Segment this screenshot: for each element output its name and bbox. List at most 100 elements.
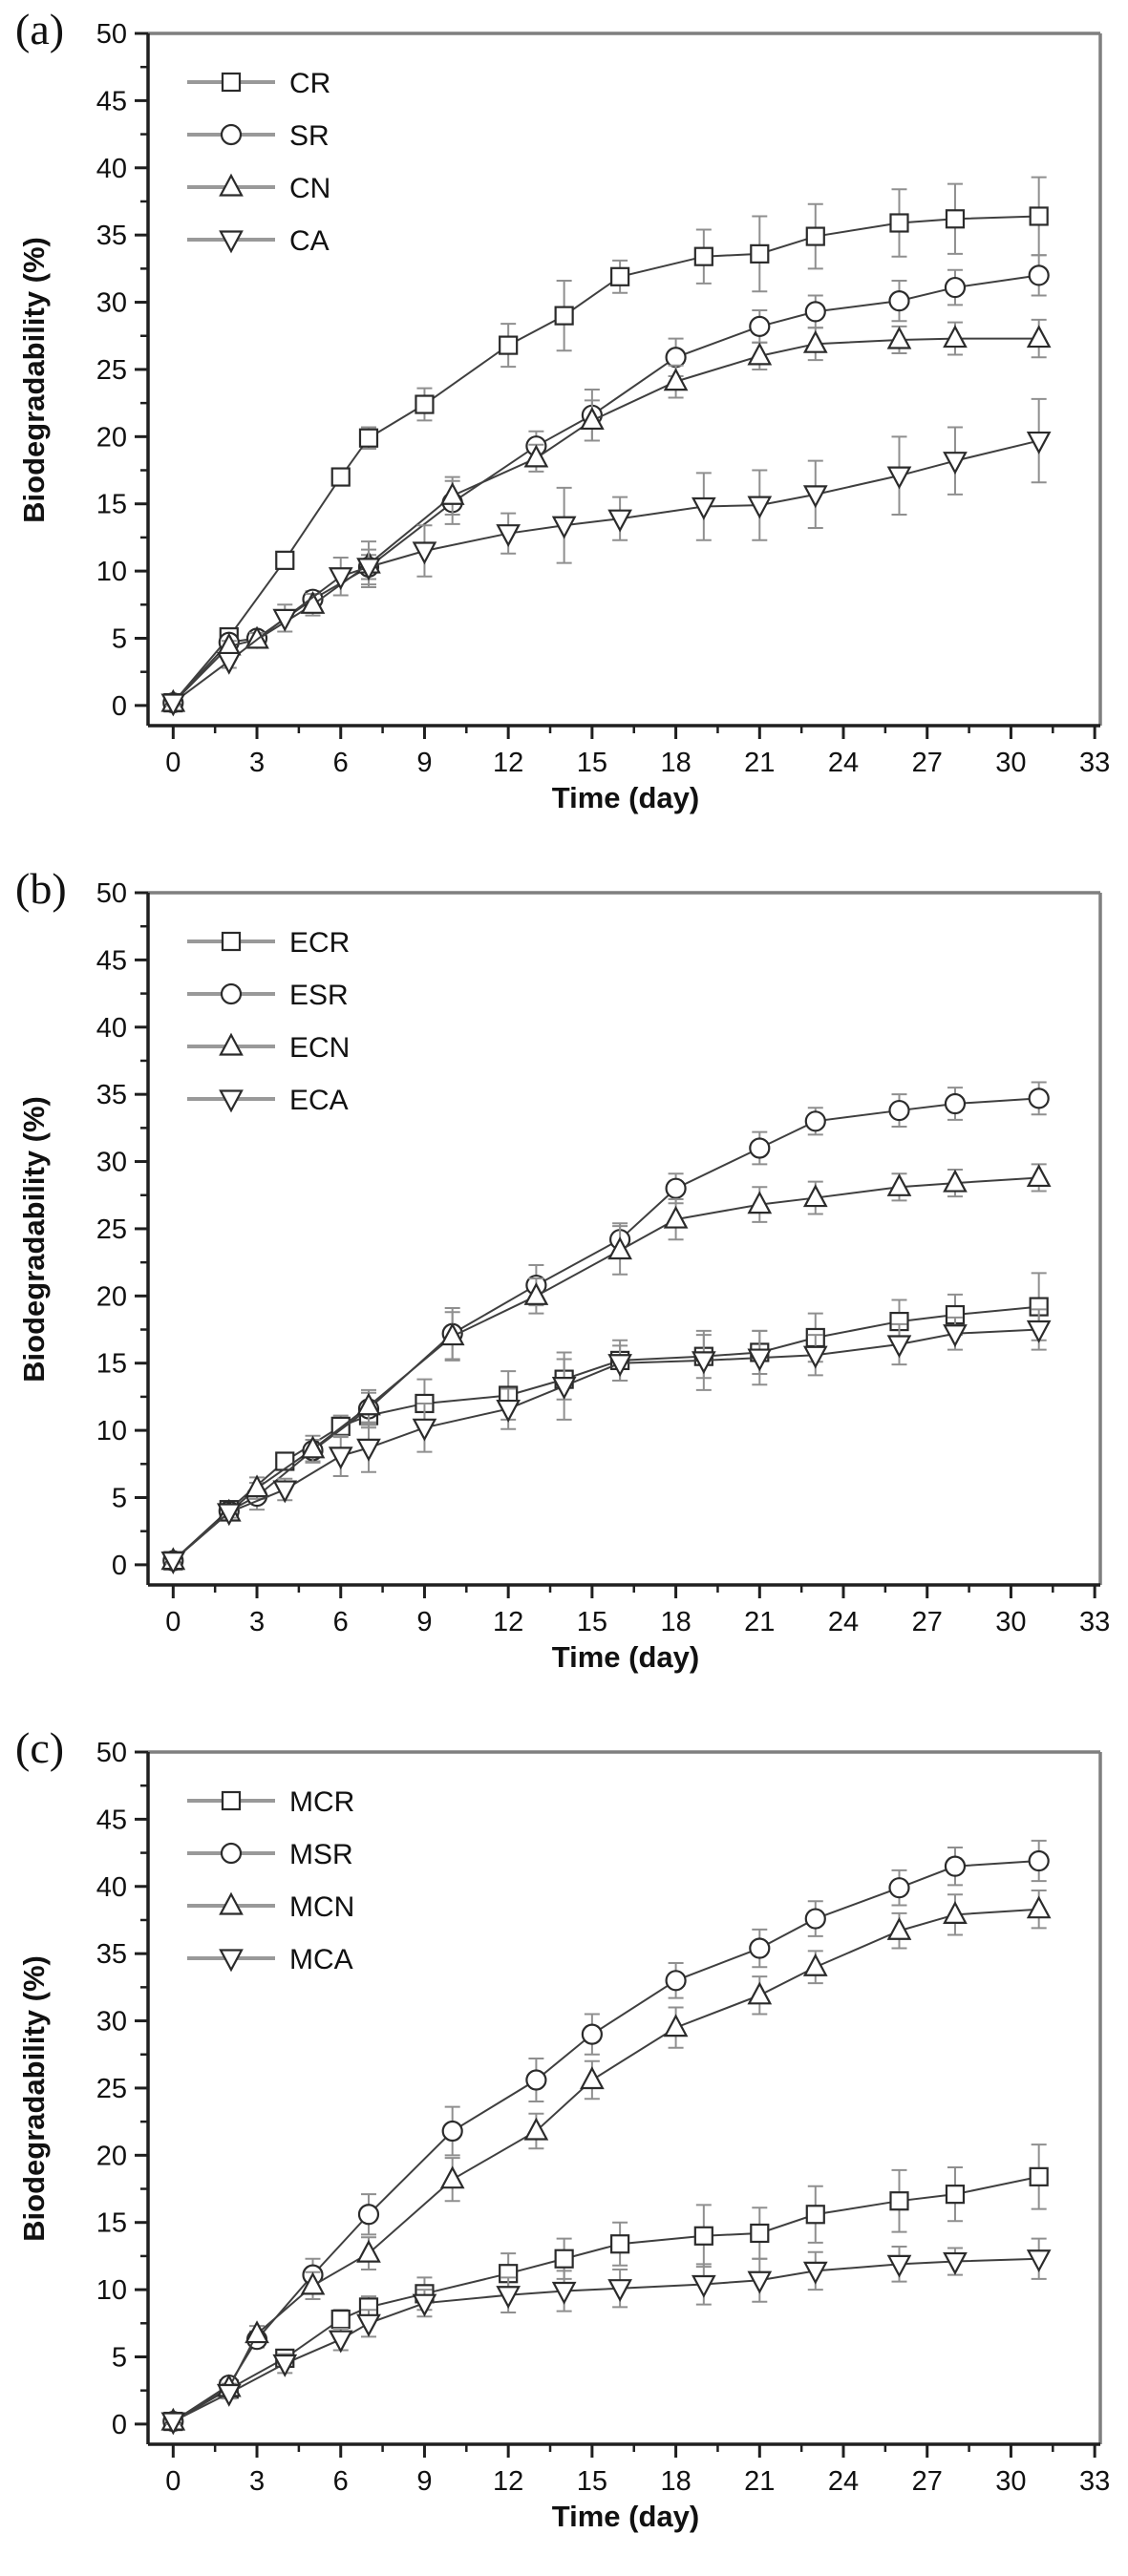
x-tick-label: 18 [660,748,691,778]
y-tick-label: 30 [96,288,127,319]
error-bars-CA [165,397,1047,707]
series-ESR [162,1081,1050,1572]
legend-label: SR [289,120,330,152]
x-axis: 0 3 6 9 12 15 18 21 24 27 30 33 [165,1585,1110,1637]
x-tick-label: 9 [416,748,432,778]
y-tick-label: 20 [96,2141,127,2171]
plot-frame [146,32,1102,728]
series-ECN [160,1163,1052,1571]
plot-frame [146,1750,1102,2446]
error-bars-MCA [165,2237,1047,2425]
x-tick-label: 27 [912,1607,943,1637]
x-tick-label: 9 [416,2466,432,2497]
legend: ECR ESR ECN ECA [187,927,350,1116]
legend-item-SR: SR [187,120,330,152]
y-tick-label: 45 [96,1805,127,1835]
y-tick-label: 30 [96,2007,127,2038]
x-tick-label: 3 [249,2466,265,2497]
plot-frame [146,891,1102,1587]
legend-label: CN [289,173,330,204]
x-tick-label: 12 [493,1607,523,1637]
series-CN [160,318,1052,712]
y-tick-label: 45 [96,86,127,116]
y-tick-label: 5 [112,1483,127,1513]
markers-ECR [163,1297,1049,1571]
line-ECN [172,1176,1039,1562]
error-bars-CN [165,318,1047,707]
line-MCN [172,1908,1039,2422]
chart-a: 0 3 6 9 12 15 18 21 24 27 30 33 0 5 10 15 20 25 30 35 40 45 50… [96,19,1111,778]
line-MSR [172,1860,1039,2422]
error-bars-MSR [165,1839,1047,2425]
y-tick-label: 40 [96,1013,127,1044]
panel-letter-a: (a) [15,5,65,53]
panel-c: 0 3 6 9 12 15 18 21 24 27 30 33 0 5 10 15 20 25 30 35 40 45 50… [0,1719,1128,2576]
markers-CA [160,431,1052,717]
legend-label: MSR [289,1839,353,1870]
y-tick-label: 30 [96,1148,127,1178]
legend-label: MCR [289,1786,354,1818]
y-tick-label: 50 [96,19,127,50]
chart-c: 0 3 6 9 12 15 18 21 24 27 30 33 0 5 10 15 20 25 30 35 40 45 50… [96,1738,1111,2497]
legend-item-CR: CR [187,68,330,99]
y-axis: 0 5 10 15 20 25 30 35 40 45 50 [96,1738,148,2440]
legend-item-MCN: MCN [187,1891,354,1923]
error-bars-SR [165,254,1047,707]
x-tick-label: 0 [165,1607,181,1637]
y-tick-label: 50 [96,878,127,909]
error-bars-ECN [165,1163,1047,1565]
x-tick-label: 30 [995,748,1026,778]
y-tick-label: 5 [112,623,127,654]
error-bars-MCR [165,2143,1047,2425]
y-tick-label: 45 [96,945,127,976]
x-tick-label: 15 [577,2466,607,2497]
line-MCA [172,2257,1039,2422]
y-axis: 0 5 10 15 20 25 30 35 40 45 50 [96,19,148,722]
y-axis-title-b: Biodegradability (%) [17,1096,51,1383]
panel-a: 0 3 6 9 12 15 18 21 24 27 30 33 0 5 10 15 20 25 30 35 40 45 50… [0,0,1128,859]
line-CN [172,337,1039,704]
legend-label: CA [289,225,330,257]
x-tick-label: 15 [577,748,607,778]
markers-MCA [160,2249,1052,2436]
legend: MCR MSR MCN MCA [187,1786,354,1975]
legend-item-MCA: MCA [187,1944,353,1975]
y-tick-label: 5 [112,2342,127,2373]
y-axis: 0 5 10 15 20 25 30 35 40 45 50 [96,878,148,1581]
y-tick-label: 20 [96,1281,127,1312]
y-tick-label: 40 [96,154,127,184]
line-MCR [172,2175,1039,2422]
markers-CN [160,325,1052,712]
markers-ESR [162,1087,1050,1572]
panel-b: 0 3 6 9 12 15 18 21 24 27 30 33 0 5 10 15 20 25 30 35 40 45 50… [0,859,1128,1719]
x-tick-label: 30 [995,2466,1026,2497]
line-CA [172,439,1039,704]
y-tick-label: 15 [96,2208,127,2239]
x-tick-label: 24 [828,748,859,778]
error-bars-ECA [165,1308,1047,1565]
x-tick-label: 3 [249,1607,265,1637]
y-tick-label: 15 [96,490,127,520]
x-axis-title-b: Time (day) [551,1640,700,1674]
series-CA [160,397,1052,717]
y-tick-label: 50 [96,1738,127,1768]
legend-label: ECR [289,927,350,959]
y-tick-label: 25 [96,355,127,386]
x-axis-title-a: Time (day) [551,781,700,814]
line-ESR [172,1097,1039,1562]
y-tick-label: 10 [96,2275,127,2306]
line-ECR [172,1305,1039,1562]
legend-item-ECR: ECR [187,927,350,959]
error-bars-ESR [165,1081,1047,1565]
markers-ECA [160,1320,1052,1574]
legend-item-ECN: ECN [187,1032,350,1064]
panel-letter-c: (c) [15,1723,65,1772]
x-tick-label: 6 [333,2466,349,2497]
series-CR [163,176,1049,713]
legend-label: ECA [289,1085,349,1116]
x-axis: 0 3 6 9 12 15 18 21 24 27 30 33 [165,2444,1110,2497]
y-tick-label: 25 [96,2074,127,2104]
y-tick-label: 25 [96,1214,127,1245]
series-MCA [160,2237,1052,2436]
